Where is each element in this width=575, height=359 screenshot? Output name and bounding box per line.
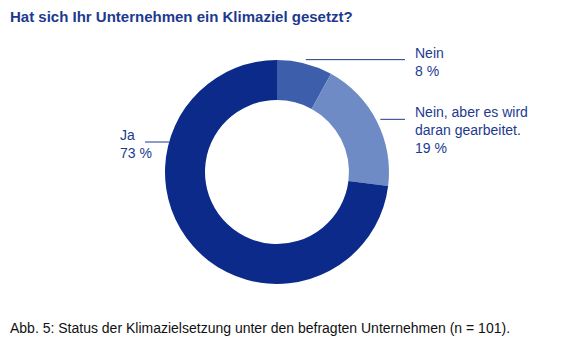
svg-text:8 %: 8 % xyxy=(415,63,439,79)
svg-text:Nein: Nein xyxy=(415,45,444,61)
html-text:Hat sich Ihr Unternehmen ein K: Hat sich Ihr Unternehmen ein Klimaziel g… xyxy=(10,8,353,25)
svg-text:73 %: 73 % xyxy=(120,145,152,161)
svg-text:daran gearbeitet.: daran gearbeitet. xyxy=(415,122,521,138)
svg-text:Ja: Ja xyxy=(120,127,135,143)
html-text:Abb. 5: Status der Klimazielse: Abb. 5: Status der Klimazielsetzung unte… xyxy=(10,320,510,336)
svg-text:Nein, aber es wird: Nein, aber es wird xyxy=(415,104,528,120)
svg-text:19 %: 19 % xyxy=(415,140,447,156)
